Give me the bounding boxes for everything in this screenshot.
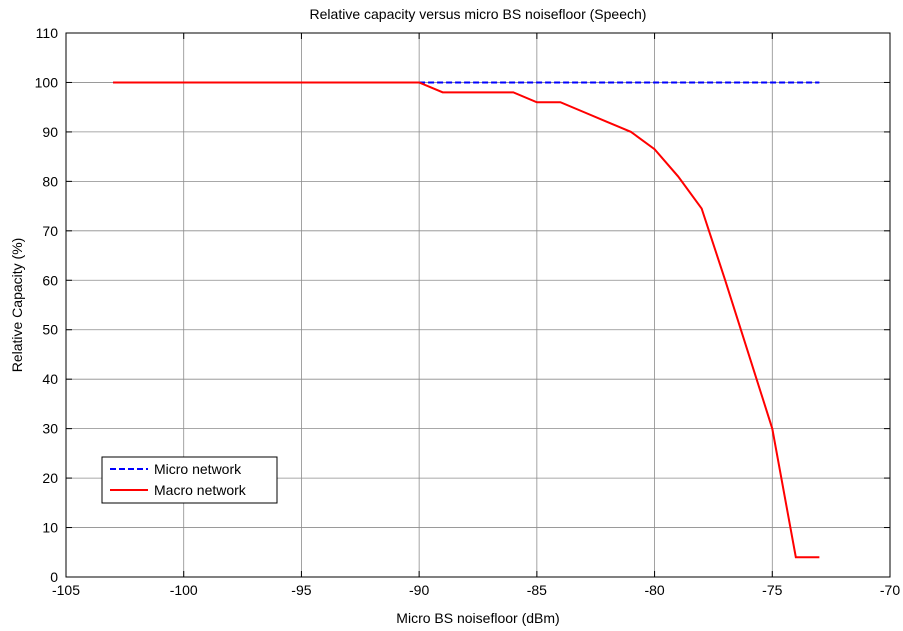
legend-label: Macro network [154, 482, 247, 498]
x-tick-label: -80 [644, 582, 664, 598]
x-tick-label: -95 [291, 582, 311, 598]
x-axis-title: Micro BS noisefloor (dBm) [396, 610, 559, 626]
y-tick-label: 0 [50, 569, 58, 585]
y-tick-label: 90 [42, 124, 58, 140]
y-tick-label: 110 [36, 25, 59, 41]
x-tick-label: -70 [880, 582, 900, 598]
legend-label: Micro network [154, 461, 242, 477]
y-tick-label: 80 [42, 173, 58, 189]
macro-network-line [113, 81, 820, 559]
y-tick-label: 10 [42, 520, 58, 536]
x-tick-label: -105 [52, 582, 80, 598]
y-tick-label: 70 [42, 223, 58, 239]
y-tick-label: 60 [42, 272, 58, 288]
x-tick-label: -90 [409, 582, 429, 598]
plot-frame [65, 32, 891, 578]
legend-box [101, 456, 278, 504]
chart-title: Relative capacity versus micro BS noisef… [310, 6, 647, 22]
y-tick-label: 50 [42, 322, 58, 338]
y-tick-label: 20 [42, 470, 58, 486]
y-tick-label: 30 [42, 421, 58, 437]
y-axis-title: Relative Capacity (%) [9, 238, 25, 373]
x-tick-label: -75 [762, 582, 782, 598]
x-tick-label: -100 [170, 582, 198, 598]
y-tick-label: 100 [35, 74, 59, 90]
x-tick-label: -85 [527, 582, 547, 598]
series-layer [113, 81, 820, 559]
legend: Micro network Macro network [101, 456, 278, 504]
axis-ticks: -105 -100 -95 -90 -85 -80 -75 -70 0 10 20 30 40 50 60 7… [35, 25, 901, 598]
y-tick-label: 40 [42, 371, 58, 387]
